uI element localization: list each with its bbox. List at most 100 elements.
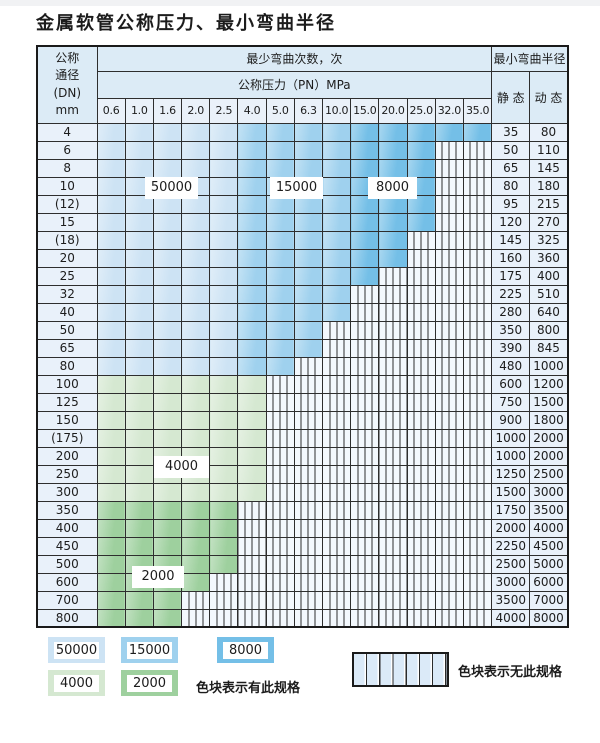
spec-cell-z0 (209, 230, 239, 250)
dynamic-radius-cell: 1500 (529, 392, 569, 412)
spec-cell-g4 (237, 392, 267, 412)
zone-label-50000: 50000 (145, 177, 198, 199)
no-spec-cell (462, 302, 493, 322)
no-spec-cell (406, 482, 436, 502)
dynamic-radius-cell: 3500 (529, 500, 569, 520)
no-spec-cell (350, 356, 380, 376)
no-spec-cell (350, 302, 380, 322)
spec-cell-z1 (237, 194, 267, 214)
spec-cell-z0 (124, 320, 154, 340)
spec-cell-z0 (96, 194, 126, 214)
static-radius-cell: 225 (491, 284, 531, 304)
spec-cell-z0 (124, 158, 154, 178)
table-row: 4 35 80 (36, 122, 569, 142)
no-spec-cell (462, 230, 493, 250)
spec-cell-z1 (321, 176, 352, 196)
spec-cell-z0 (124, 356, 154, 376)
table-row: 25 175 400 (36, 266, 569, 286)
no-spec-cell (350, 374, 380, 394)
spec-cell-z0 (124, 194, 154, 214)
spec-cell-z1 (321, 212, 352, 232)
spec-cell-g4 (181, 428, 211, 448)
table-body: 4 35 80 6 50 110 8 65 145 10 80 180 (12) 95 215 15 120 27… (36, 122, 569, 628)
dynamic-radius-cell: 145 (529, 158, 569, 178)
dn-column-header: 公称 通径 (DN) mm (36, 45, 98, 124)
dynamic-radius-cell: 4000 (529, 518, 569, 538)
no-spec-cell (462, 428, 493, 448)
no-spec-cell (378, 572, 408, 592)
spec-cell-g2 (152, 536, 183, 556)
no-spec-cell (293, 356, 324, 376)
no-spec-cell (406, 536, 436, 556)
spec-cell-g2 (124, 518, 154, 538)
dn-cell: 50 (36, 320, 98, 340)
static-radius-cell: 4000 (491, 608, 531, 628)
spec-cell-g4 (152, 410, 183, 430)
spec-cell-z0 (124, 212, 154, 232)
spec-cell-z0 (96, 212, 126, 232)
spec-cell-z2 (350, 266, 380, 286)
no-spec-cell (237, 590, 267, 610)
no-spec-cell (293, 464, 324, 484)
spec-cell-g4 (209, 410, 239, 430)
spec-cell-z1 (237, 356, 267, 376)
no-spec-cell (462, 176, 493, 196)
no-spec-cell (434, 518, 464, 538)
spec-cell-z0 (181, 266, 211, 286)
legend-label: 50000 (54, 641, 99, 659)
spec-cell-z0 (96, 122, 126, 142)
spec-cell-z1 (265, 320, 295, 340)
spec-cell-g4 (237, 410, 267, 430)
dn-cell: 15 (36, 212, 98, 232)
no-spec-cell (378, 284, 408, 304)
no-spec-cell (406, 518, 436, 538)
no-spec-cell (321, 500, 352, 520)
spec-cell-z1 (321, 194, 352, 214)
spec-cell-g4 (152, 374, 183, 394)
legend-note-absent: 色块表示无此规格 (458, 665, 563, 680)
spec-table: 公称 通径 (DN) mm 最少弯曲次数，次 最小弯曲半径 公称压力（PN）MP… (36, 45, 569, 628)
pressure-col-header: 4.0 (237, 97, 267, 124)
no-spec-cell (321, 518, 352, 538)
static-radius-cell: 2000 (491, 518, 531, 538)
no-spec-cell (321, 536, 352, 556)
no-spec-cell (265, 410, 295, 430)
spec-cell-z1 (265, 230, 295, 250)
spec-cell-z1 (265, 284, 295, 304)
spec-cell-z2 (350, 140, 380, 160)
no-spec-cell (350, 536, 380, 556)
spec-cell-z1 (293, 158, 324, 178)
spec-cell-z2 (350, 194, 380, 214)
dynamic-column-header: 动 态 (529, 70, 569, 124)
no-spec-cell (209, 608, 239, 628)
spec-cell-z0 (181, 194, 211, 214)
spec-cell-z1 (293, 140, 324, 160)
spec-cell-g2 (96, 572, 126, 592)
no-spec-cell (378, 338, 408, 358)
no-spec-cell (406, 410, 436, 430)
dn-cell: 300 (36, 482, 98, 502)
no-spec-cell (462, 392, 493, 412)
spec-cell-z0 (96, 158, 126, 178)
no-spec-cell (265, 500, 295, 520)
spec-cell-z0 (96, 248, 126, 268)
spec-cell-z0 (209, 302, 239, 322)
static-column-header: 静 态 (491, 70, 531, 124)
spec-cell-g2 (209, 518, 239, 538)
zone-label-15000: 15000 (270, 177, 323, 199)
table-row: 300 1500 3000 (36, 482, 569, 502)
no-spec-cell (209, 590, 239, 610)
spec-cell-g2 (124, 500, 154, 520)
no-spec-cell (434, 140, 464, 160)
no-spec-cell (462, 374, 493, 394)
no-spec-cell (293, 518, 324, 538)
no-spec-cell (350, 554, 380, 574)
dn-cell: 20 (36, 248, 98, 268)
no-spec-cell (406, 302, 436, 322)
spec-cell-z0 (181, 320, 211, 340)
no-spec-cell (462, 284, 493, 304)
spec-cell-g4 (124, 464, 154, 484)
legend-swatch-2000: 2000 (121, 670, 178, 696)
no-spec-cell (434, 320, 464, 340)
no-spec-cell (293, 482, 324, 502)
